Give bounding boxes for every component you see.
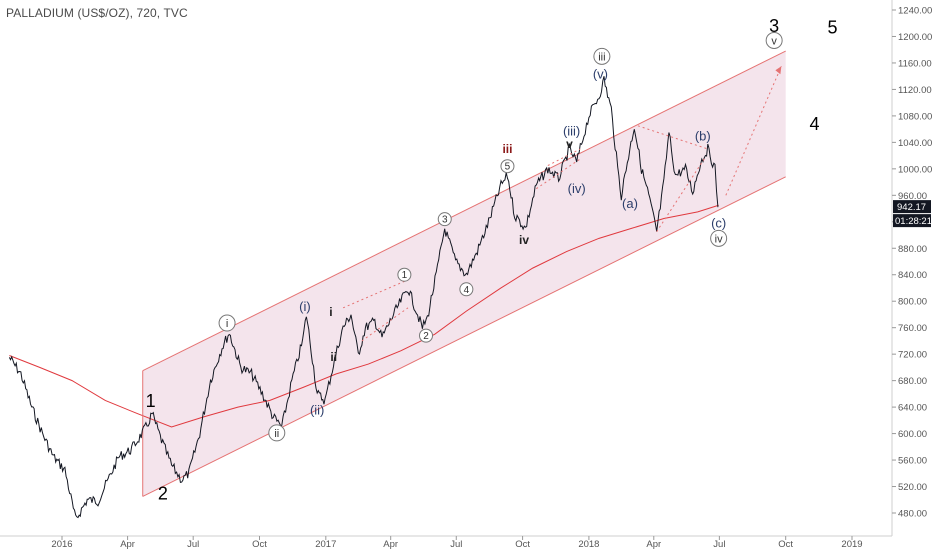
wave-label: 2 — [423, 331, 429, 342]
dotted-trendline[interactable] — [725, 66, 782, 196]
y-tick-label: 1200.00 — [898, 32, 932, 43]
y-tick-label: 800.00 — [898, 297, 927, 308]
x-tick-label: Oct — [515, 539, 530, 550]
x-tick-label: 2018 — [578, 539, 599, 550]
wave-label: v — [771, 35, 777, 47]
y-tick-label: 1040.00 — [898, 138, 932, 149]
moving-average-line — [9, 204, 719, 428]
y-tick-label: 520.00 — [898, 482, 927, 493]
y-tick-label: 600.00 — [898, 429, 927, 440]
wave-label: (b) — [695, 128, 711, 143]
projection-arrowhead — [775, 66, 782, 75]
wave-label-circle — [765, 31, 783, 49]
wave-label-circle — [419, 328, 434, 343]
wave-label: 4 — [464, 285, 470, 296]
dotted-trendline[interactable] — [547, 148, 581, 166]
y-tick-label: 880.00 — [898, 244, 927, 255]
wave-label: 1 — [402, 270, 408, 281]
y-tick-label: 720.00 — [898, 350, 927, 361]
timer-badge-label: 01:28:21 — [895, 216, 932, 227]
price-badge-label: 942.17 — [897, 202, 926, 213]
y-tick-label: 1080.00 — [898, 111, 932, 122]
x-tick-label: Apr — [646, 539, 661, 550]
wave-label: i — [226, 318, 228, 330]
wave-label: ii — [274, 428, 279, 440]
x-tick-label: Jul — [713, 539, 725, 550]
wave-label-circle — [500, 159, 515, 174]
wave-label: (i) — [299, 299, 311, 314]
price-series-line — [8, 76, 719, 519]
x-tick-label: Apr — [120, 539, 135, 550]
x-tick-label: 2019 — [841, 539, 862, 550]
x-tick-label: Jul — [450, 539, 462, 550]
channel-fill — [142, 51, 786, 497]
wave-label-circle — [218, 314, 236, 332]
wave-label-circle — [397, 267, 412, 282]
y-tick-label: 560.00 — [898, 456, 927, 467]
chart-title: PALLADIUM (US$/OZ), 720, TVC — [6, 6, 188, 20]
wave-label: (iii) — [563, 124, 580, 139]
wave-label: 5 — [828, 18, 838, 38]
price-badge-box — [893, 200, 931, 214]
x-tick-label: Apr — [383, 539, 398, 550]
y-tick-label: 1120.00 — [898, 85, 932, 96]
dotted-trendline[interactable] — [536, 158, 581, 190]
dotted-trendline[interactable] — [637, 125, 708, 150]
wave-label: (iv) — [568, 181, 586, 196]
x-tick-label: Oct — [252, 539, 267, 550]
x-tick-label: 2016 — [51, 539, 72, 550]
wave-label: 2 — [158, 483, 168, 503]
wave-label: iv — [715, 233, 723, 245]
wave-label: 3 — [769, 16, 779, 36]
x-tick-label: Jul — [187, 539, 199, 550]
x-tick-label: 2017 — [315, 539, 336, 550]
wave-label: iv — [519, 233, 529, 247]
wave-label: v — [566, 137, 573, 151]
wave-label: 4 — [810, 114, 820, 134]
y-tick-label: 1240.00 — [898, 6, 932, 17]
wave-label-circle — [710, 229, 728, 247]
wave-label: i — [329, 305, 332, 319]
wave-label-circle — [437, 212, 452, 227]
wave-label-circle — [459, 282, 474, 297]
timer-badge-box — [893, 214, 931, 228]
y-tick-label: 960.00 — [898, 191, 927, 202]
wave-label: 5 — [505, 162, 511, 173]
y-tick-label: 1160.00 — [898, 58, 932, 69]
wave-label: iii — [502, 142, 512, 156]
wave-label-circle — [268, 424, 286, 442]
wave-label: iii — [598, 51, 605, 63]
x-tick-label: Oct — [778, 539, 793, 550]
wave-label: (v) — [593, 67, 608, 82]
wave-label: 3 — [442, 215, 448, 226]
wave-label: (a) — [622, 196, 638, 211]
y-tick-label: 640.00 — [898, 403, 927, 414]
dotted-trendline[interactable] — [342, 280, 405, 309]
wave-label: (c) — [711, 216, 726, 231]
y-tick-label: 840.00 — [898, 270, 927, 281]
channel-lower-line[interactable] — [142, 176, 786, 497]
channel-upper-line[interactable] — [142, 50, 786, 372]
y-tick-label: 760.00 — [898, 323, 927, 334]
y-tick-label: 1000.00 — [898, 164, 932, 175]
y-tick-label: 480.00 — [898, 509, 927, 520]
wave-label: (ii) — [310, 402, 324, 417]
wave-label: 1 — [146, 391, 156, 411]
y-tick-label: 680.00 — [898, 376, 927, 387]
wave-label: ii — [330, 350, 337, 364]
wave-label-circle — [593, 47, 611, 65]
